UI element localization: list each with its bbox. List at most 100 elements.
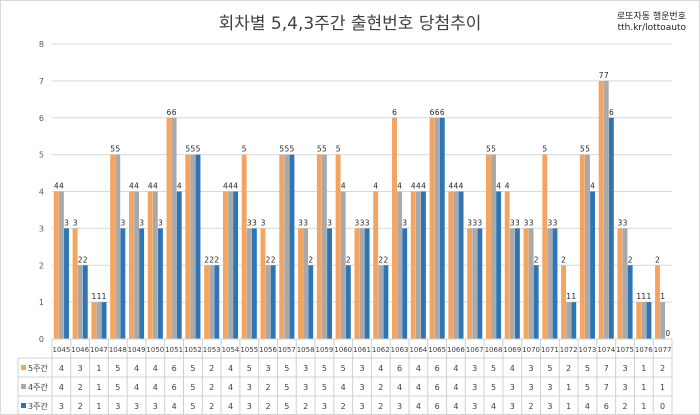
bar-2-1054 bbox=[228, 191, 233, 339]
table-cell: 4 bbox=[134, 383, 139, 392]
legend-key-2 bbox=[21, 384, 26, 389]
x-tick-label: 1056 bbox=[259, 346, 277, 354]
legend-key-3 bbox=[21, 403, 26, 408]
data-label: 3 bbox=[510, 218, 515, 227]
table-cell: 4 bbox=[416, 364, 421, 373]
table-cell: 2 bbox=[209, 402, 214, 411]
data-label: 3 bbox=[252, 218, 257, 227]
data-label: 4 bbox=[228, 182, 233, 191]
bar-2-1074 bbox=[603, 80, 609, 339]
bar-3-1069 bbox=[514, 228, 520, 339]
x-tick-label: 1050 bbox=[146, 346, 164, 354]
table-cell: 2 bbox=[209, 364, 214, 373]
bar-2-1068 bbox=[491, 154, 496, 339]
x-tick-label: 1074 bbox=[597, 346, 615, 354]
bar-3-1063 bbox=[402, 228, 408, 339]
bar-2-1052 bbox=[190, 154, 196, 339]
bar-3-1046 bbox=[82, 265, 88, 339]
table-cell: 4 bbox=[228, 383, 233, 392]
x-tick-label: 1059 bbox=[316, 346, 334, 354]
bar-3-1055 bbox=[251, 228, 257, 339]
x-tick-label: 1052 bbox=[184, 346, 202, 354]
data-label: 6 bbox=[430, 108, 435, 117]
data-label: 2 bbox=[214, 255, 219, 264]
y-tick-label: 5 bbox=[39, 151, 44, 160]
bar-1-1048 bbox=[110, 154, 116, 339]
table-cell: 4 bbox=[59, 383, 64, 392]
bar-1-1066 bbox=[448, 191, 454, 339]
y-tick-label: 8 bbox=[39, 40, 44, 49]
table-cell: 5 bbox=[491, 364, 496, 373]
data-label: 4 bbox=[496, 182, 501, 191]
bar-1-1073 bbox=[579, 154, 585, 339]
table-cell: 4 bbox=[416, 383, 421, 392]
bar-3-1045 bbox=[64, 228, 69, 339]
table-cell: 3 bbox=[134, 402, 139, 411]
legend-label-2: 4주간 bbox=[28, 382, 48, 392]
bar-2-1051 bbox=[171, 117, 177, 339]
table-cell: 4 bbox=[341, 383, 346, 392]
x-tick-label: 1070 bbox=[522, 346, 540, 354]
table-cell: 4 bbox=[228, 364, 233, 373]
table-cell: 5 bbox=[115, 383, 120, 392]
bar-2-1046 bbox=[77, 265, 83, 339]
bar-3-1073 bbox=[590, 191, 596, 339]
table-cell: 2 bbox=[341, 402, 346, 411]
bar-3-1065 bbox=[439, 117, 445, 339]
table-cell: 3 bbox=[266, 364, 271, 373]
table-cell: 3 bbox=[547, 383, 552, 392]
x-tick-label: 1069 bbox=[503, 346, 521, 354]
data-label: 5 bbox=[242, 145, 247, 154]
bar-2-1073 bbox=[585, 154, 590, 339]
bar-1-1062 bbox=[373, 191, 379, 339]
data-label: 2 bbox=[308, 255, 313, 264]
y-tick-label: 7 bbox=[39, 77, 44, 86]
bar-2-1061 bbox=[359, 228, 365, 339]
table-cell: 1 bbox=[641, 364, 646, 373]
watermark-line-2: tth.kr/lottoauto bbox=[617, 23, 686, 33]
table-cell: 3 bbox=[472, 402, 477, 411]
bar-2-1067 bbox=[472, 228, 478, 339]
table-cell: 5 bbox=[115, 364, 120, 373]
data-label: 7 bbox=[604, 71, 609, 80]
data-label: 3 bbox=[73, 218, 78, 227]
data-label: 4 bbox=[134, 182, 139, 191]
x-tick-label: 1072 bbox=[560, 346, 578, 354]
data-label: 1 bbox=[641, 292, 646, 301]
table-cell: 5 bbox=[284, 402, 289, 411]
bar-3-1060 bbox=[345, 265, 351, 339]
bar-1-1061 bbox=[354, 228, 360, 339]
data-label: 3 bbox=[524, 218, 529, 227]
table-cell: 3 bbox=[359, 402, 364, 411]
data-label: 3 bbox=[247, 218, 252, 227]
bar-1-1045 bbox=[53, 191, 59, 339]
data-label: 5 bbox=[279, 145, 284, 154]
data-label: 1 bbox=[571, 292, 576, 301]
table-cell: 6 bbox=[435, 402, 440, 411]
x-tick-label: 1053 bbox=[203, 346, 221, 354]
table-cell: 1 bbox=[96, 364, 101, 373]
table-cell: 3 bbox=[115, 402, 120, 411]
data-label: 4 bbox=[153, 182, 158, 191]
x-tick-label: 1057 bbox=[278, 346, 296, 354]
bar-1-1064 bbox=[410, 191, 416, 339]
table-cell: 4 bbox=[453, 383, 458, 392]
chart-title: 회차별 5,4,3주간 출현번호 당첨추이 bbox=[218, 14, 482, 34]
data-label: 5 bbox=[580, 145, 585, 154]
table-cell: 5 bbox=[247, 364, 252, 373]
data-label: 6 bbox=[609, 108, 614, 117]
table-cell: 4 bbox=[59, 364, 64, 373]
table-cell: 2 bbox=[266, 383, 271, 392]
data-label: 3 bbox=[618, 218, 623, 227]
bar-2-1050 bbox=[152, 191, 158, 339]
table-cell: 1 bbox=[660, 383, 665, 392]
bar-2-1058 bbox=[303, 228, 309, 339]
data-label: 5 bbox=[115, 145, 120, 154]
data-label: 1 bbox=[97, 292, 102, 301]
table-cell: 5 bbox=[585, 383, 590, 392]
table-cell: 2 bbox=[622, 402, 627, 411]
data-label: 1 bbox=[102, 292, 107, 301]
bar-2-1062 bbox=[378, 265, 384, 339]
data-label: 5 bbox=[491, 145, 496, 154]
